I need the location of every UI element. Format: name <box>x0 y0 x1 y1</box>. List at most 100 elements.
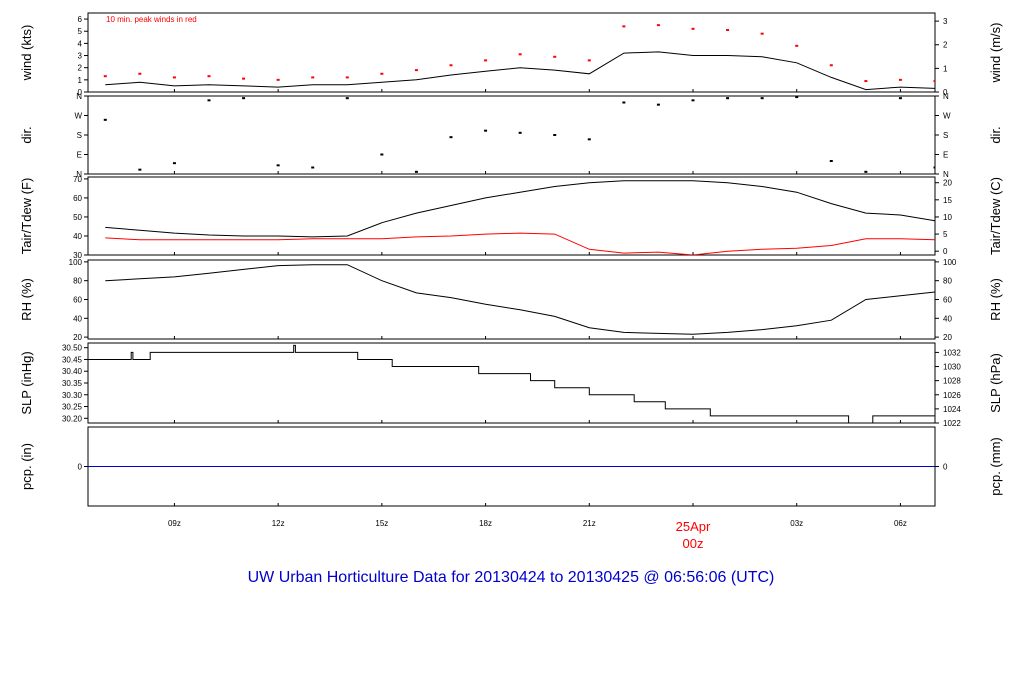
ytick-label-right: S <box>943 131 948 140</box>
ytick-label-left: 4 <box>78 39 83 48</box>
data-point <box>103 75 107 78</box>
data-point <box>829 160 833 162</box>
ytick-label-left: 100 <box>69 258 83 267</box>
ytick-label-left: 0 <box>78 88 83 97</box>
ytick-label-right: 1024 <box>943 405 961 414</box>
ytick-label-left: 40 <box>73 314 82 323</box>
ytick-label-left: N <box>76 92 82 101</box>
series-line <box>105 51 935 91</box>
ytick-label-right: 0 <box>943 463 948 472</box>
data-point <box>829 64 833 67</box>
ylabel-left: wind (kts) <box>19 25 34 82</box>
ylabel-right: wind (m/s) <box>988 23 1003 84</box>
data-point <box>138 72 142 75</box>
data-point <box>449 136 453 139</box>
xtick-date-label: 25Apr <box>676 519 711 534</box>
data-point <box>864 80 868 83</box>
data-point <box>345 76 349 79</box>
series-wind-direction <box>103 96 935 173</box>
ytick-label-left: 3 <box>78 52 83 61</box>
ylabel-left: Tair/Tdew (F) <box>19 178 34 255</box>
ytick-label-left: 40 <box>73 232 82 241</box>
data-point <box>933 80 935 83</box>
xtick-label: 12z <box>272 519 285 528</box>
ytick-label-right: 0 <box>943 247 948 256</box>
data-point <box>207 99 211 102</box>
panel-frame <box>87 95 936 175</box>
ytick-label-right: 3 <box>943 17 948 26</box>
time-axis: 09z 12z 15z 18z 21z 25Apr 00z 03z 06z <box>168 89 907 551</box>
ytick-label-right: 60 <box>943 296 952 305</box>
series-line <box>88 344 935 423</box>
series-line <box>105 232 935 255</box>
panel-direction: dir. dir. N E S W N N E S W N <box>19 92 1003 179</box>
ytick-label-right: 15 <box>943 196 952 205</box>
data-point <box>276 78 280 81</box>
data-point <box>760 32 764 35</box>
series-10-min-peak-wind <box>103 24 935 83</box>
xtick-label: 21z <box>583 519 596 528</box>
ytick-label-right: 1 <box>943 64 948 73</box>
ytick-label-right: 5 <box>943 230 948 239</box>
data-point <box>691 99 695 102</box>
data-point <box>449 64 453 67</box>
panel-frame <box>87 12 936 93</box>
xtick-label: 15z <box>375 519 388 528</box>
ytick-label-right: E <box>943 151 948 160</box>
data-point <box>207 75 211 78</box>
data-point <box>898 97 902 100</box>
ytick-label-left: 30.35 <box>62 379 83 388</box>
ytick-label-right: 1026 <box>943 391 961 400</box>
data-point <box>622 101 626 104</box>
xtick-label: 09z <box>168 519 181 528</box>
series-line <box>105 180 935 238</box>
ytick-label-left: S <box>77 131 82 140</box>
data-point <box>311 76 315 79</box>
data-point <box>242 77 246 80</box>
ylabel-left: SLP (inHg) <box>19 351 34 414</box>
ytick-label-right: 2 <box>943 41 948 50</box>
ytick-label-left: 30.45 <box>62 355 83 364</box>
ytick-label-left: 30 <box>73 251 82 260</box>
data-point <box>414 69 418 72</box>
series-rh <box>105 264 935 335</box>
ytick-label-left: 30.40 <box>62 367 83 376</box>
data-point <box>656 24 660 27</box>
ylabel-left: dir. <box>19 126 34 143</box>
ylabel-right: SLP (hPa) <box>988 353 1003 413</box>
data-point <box>242 97 246 100</box>
ytick-label-right: 1022 <box>943 419 961 428</box>
series-line <box>105 264 935 335</box>
ytick-label-right: 0 <box>943 88 948 97</box>
ylabel-right: pcp. (mm) <box>988 437 1003 496</box>
data-point <box>380 153 384 156</box>
panel-frame <box>87 259 936 340</box>
data-point <box>484 59 488 62</box>
ytick-label-right: N <box>943 92 949 101</box>
ytick-label-left: 0 <box>78 463 83 472</box>
ytick-label-left: 70 <box>73 175 82 184</box>
data-point <box>622 25 626 28</box>
data-point <box>380 72 384 75</box>
ytick-label-right: 80 <box>943 277 952 286</box>
data-point <box>864 170 868 173</box>
ytick-label-right: 100 <box>943 258 957 267</box>
ylabel-right: RH (%) <box>988 278 1003 321</box>
panel-humidity: RH (%) RH (%) 20 40 60 80 100 20 40 60 80 100 <box>19 258 1003 342</box>
ytick-label-left: 1 <box>78 76 83 85</box>
data-point <box>414 170 418 173</box>
ytick-label-left: 30.25 <box>62 403 83 412</box>
series-wind-speed <box>105 51 935 91</box>
ytick-label-left: 60 <box>73 296 82 305</box>
ytick-label-left: 30.20 <box>62 414 83 423</box>
ytick-label-left: N <box>76 170 82 179</box>
ylabel-left: pcp. (in) <box>19 443 34 490</box>
xtick-label: 03z <box>790 519 803 528</box>
ytick-label-right: 1028 <box>943 377 961 386</box>
data-point <box>795 96 799 99</box>
panel-frame <box>87 342 936 424</box>
ytick-label-left: 2 <box>78 64 83 73</box>
ytick-label-right: 20 <box>943 179 952 188</box>
xtick-label: 06z <box>894 519 907 528</box>
